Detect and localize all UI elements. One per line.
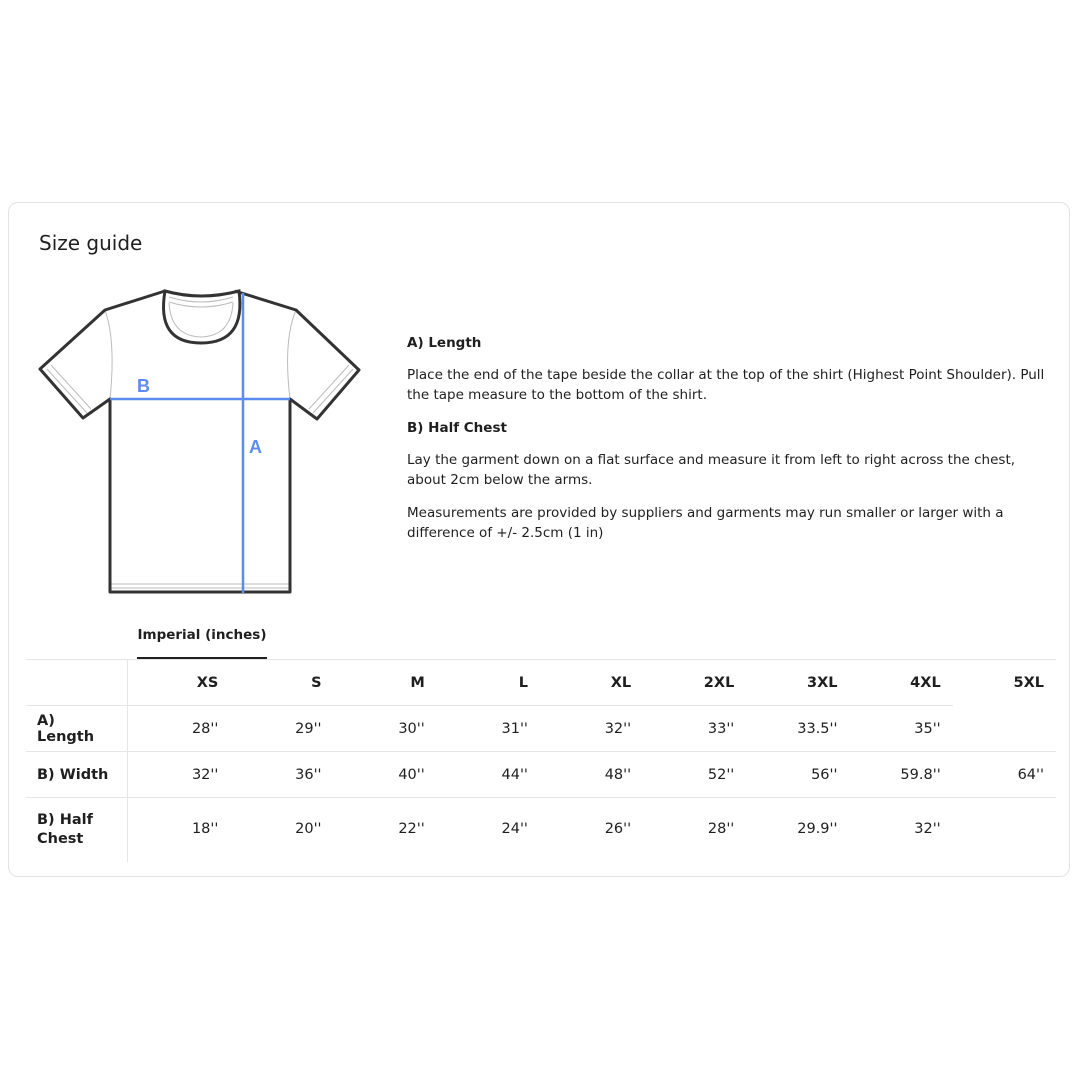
cell: 40'': [333, 751, 437, 798]
cell: 52'': [643, 751, 747, 798]
cell: 48'': [539, 751, 644, 798]
cell: 28'': [127, 705, 231, 752]
size-header: 2XL: [643, 659, 747, 706]
shirt-outline: [38, 289, 361, 594]
chest-text: Lay the garment down on a flat surface a…: [407, 452, 1016, 488]
size-header: XS: [127, 659, 231, 706]
table-header-row: XS S M L XL 2XL 3XL 4XL 5XL: [26, 659, 1056, 706]
cell: 26'': [539, 797, 644, 862]
label-b: B: [137, 376, 150, 396]
length-text: Place the end of the tape beside the col…: [407, 367, 1045, 403]
cell: 29.9'': [746, 797, 850, 862]
cell: 64'': [952, 751, 1056, 798]
row-label: B) Width: [26, 751, 128, 798]
cell: 36'': [230, 751, 334, 798]
size-header: M: [333, 659, 437, 706]
measurement-instructions: A) Length Place the end of the tape besi…: [407, 333, 1047, 556]
cell: 31'': [436, 705, 540, 752]
size-table: XS S M L XL 2XL 3XL 4XL 5XL A) Length 28…: [26, 659, 1056, 862]
size-header: XL: [539, 659, 644, 706]
row-label: B) Half Chest: [26, 797, 128, 862]
cell: 35'': [849, 705, 953, 752]
cell: [953, 798, 1056, 862]
measurement-note: Measurements are provided by suppliers a…: [407, 505, 1004, 541]
cell: 32'': [127, 751, 231, 798]
page-title: Size guide: [39, 231, 143, 255]
cell: 30'': [333, 705, 437, 752]
shirt-collar: [162, 289, 242, 345]
cell: 20'': [230, 797, 334, 862]
cell: 29'': [230, 705, 334, 752]
length-heading: A) Length: [407, 335, 482, 351]
corner-cell: [26, 659, 128, 706]
cell: 22'': [333, 797, 437, 862]
table-row-half-chest: B) Half Chest 18'' 20'' 22'' 24'' 26'' 2…: [26, 797, 1056, 862]
chest-heading: B) Half Chest: [407, 420, 507, 436]
cell: 32'': [849, 797, 953, 862]
cell: 33.5'': [746, 705, 850, 752]
label-a: A: [249, 437, 262, 457]
size-header: L: [436, 659, 540, 706]
size-header: 4XL: [849, 659, 953, 706]
size-header: 3XL: [746, 659, 850, 706]
cell: 18'': [127, 797, 231, 862]
size-guide-card: Size guide B A A) Length Place the end o…: [8, 202, 1070, 877]
cell: 28'': [643, 797, 747, 862]
cell: 33'': [643, 705, 747, 752]
cell: 59.8'': [849, 751, 953, 798]
cell: 32'': [539, 705, 644, 752]
cell: [953, 706, 1056, 752]
table-row-width: B) Width 32'' 36'' 40'' 44'' 48'' 52'' 5…: [26, 751, 1056, 798]
size-header: 5XL: [952, 659, 1056, 706]
cell: 24'': [436, 797, 540, 862]
cell: 56'': [746, 751, 850, 798]
size-header: S: [230, 659, 334, 706]
tshirt-diagram: B A: [38, 289, 361, 594]
cell: 44'': [436, 751, 540, 798]
table-row-length: A) Length 28'' 29'' 30'' 31'' 32'' 33'' …: [26, 705, 1056, 752]
row-label: A) Length: [26, 705, 128, 752]
tab-imperial[interactable]: Imperial (inches): [137, 615, 267, 659]
